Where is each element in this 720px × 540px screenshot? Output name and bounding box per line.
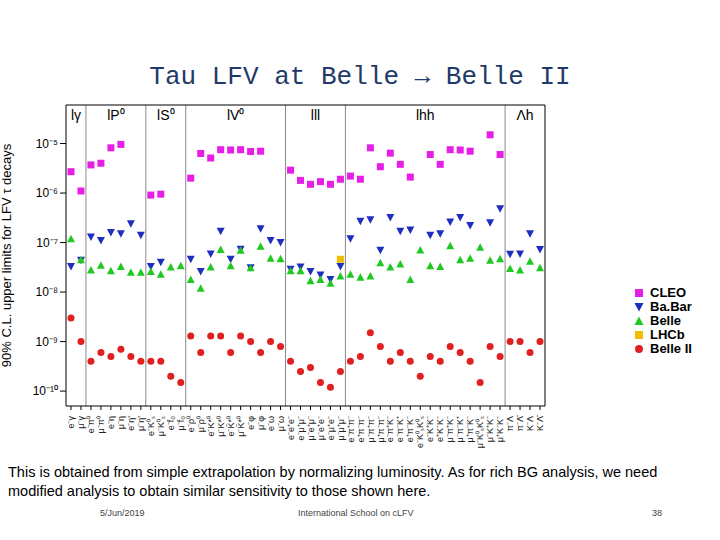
svg-text:e⁻K̄*⁰: e⁻K̄*⁰	[226, 416, 236, 437]
html-text:Ba.Bar: Ba.Bar	[650, 299, 692, 314]
svg-text:μ⁻φ: μ⁻φ	[256, 416, 266, 430]
svg-text:μ⁻η': μ⁻η'	[136, 416, 146, 431]
svg-text:lS⁰: lS⁰	[157, 107, 174, 123]
svg-text:e⁻ω: e⁻ω	[266, 416, 276, 431]
svg-text:e⁻K*⁰: e⁻K*⁰	[206, 416, 216, 437]
svg-text:μ⁻e⁺μ⁻: μ⁻e⁺μ⁻	[306, 416, 316, 440]
svg-text:e⁻η: e⁻η	[106, 416, 116, 429]
svg-text:e⁻f₀: e⁻f₀	[166, 416, 176, 431]
svg-text:90% C.L. upper limits for LFV: 90% C.L. upper limits for LFV τ decays	[8, 143, 14, 367]
svg-text:μ⁻K*⁰: μ⁻K*⁰	[216, 416, 226, 437]
svg-text:e⁻η': e⁻η'	[126, 416, 136, 431]
svg-text:10⁻⁹: 10⁻⁹	[36, 335, 59, 349]
svg-text:e⁻φ: e⁻φ	[246, 416, 256, 430]
html-text:LHCb: LHCb	[650, 327, 685, 342]
html-text:5/Jun/2019: 5/Jun/2019	[100, 508, 145, 518]
svg-text:μ⁺K⁻K⁻: μ⁺K⁻K⁻	[495, 416, 505, 442]
svg-text:e⁻ρ⁰: e⁻ρ⁰	[186, 416, 196, 432]
svg-text:μ⁻f₀: μ⁻f₀	[176, 416, 186, 431]
svg-text:e⁻K⁰ₛK⁰ₛ: e⁻K⁰ₛK⁰ₛ	[415, 416, 425, 448]
svg-text:μ⁻ρ⁰: μ⁻ρ⁰	[196, 416, 206, 432]
html-text:CLEO: CLEO	[650, 285, 687, 300]
svg-text:lV⁰: lV⁰	[227, 107, 244, 123]
svg-text:e⁻π⁺K⁻: e⁻π⁺K⁻	[385, 416, 395, 442]
svg-text:π⁻Λ̄: π⁻Λ̄	[515, 414, 525, 431]
svg-text:e⁺π⁻K⁻: e⁺π⁻K⁻	[405, 416, 415, 442]
html-text:Belle: Belle	[650, 313, 682, 328]
svg-text:μ⁻γ: μ⁻γ	[76, 416, 86, 429]
svg-text:K⁻Λ: K⁻Λ	[525, 416, 535, 431]
svg-text:μ⁻π⁰: μ⁻π⁰	[96, 416, 106, 433]
svg-text:e⁻π⁰: e⁻π⁰	[86, 416, 96, 433]
svg-text:lγ: lγ	[71, 107, 81, 123]
svg-text:π⁻Λ: π⁻Λ	[505, 416, 515, 431]
svg-text:e⁺π⁻π⁻: e⁺π⁻π⁻	[356, 416, 366, 442]
html-text:Tau LFV at Belle → Belle II: Tau LFV at Belle → Belle II	[149, 62, 571, 92]
svg-text:e⁻K⁺K⁻: e⁻K⁺K⁻	[425, 416, 435, 442]
svg-text:e⁻e⁺e⁻: e⁻e⁺e⁻	[286, 416, 296, 440]
svg-text:μ⁺π⁻K⁻: μ⁺π⁻K⁻	[465, 416, 475, 442]
svg-text:10⁻⁷: 10⁻⁷	[36, 236, 58, 250]
svg-text:lll: lll	[311, 107, 320, 123]
html-text:International School on cLFV: International School on cLFV	[298, 508, 414, 518]
svg-text:μ⁻e⁺e⁻: μ⁻e⁺e⁻	[316, 416, 326, 440]
svg-text:K⁻Λ̄: K⁻Λ̄	[535, 414, 545, 431]
svg-text:μ⁻π⁻K⁺: μ⁻π⁻K⁺	[455, 416, 465, 442]
svg-text:Λh: Λh	[516, 107, 533, 123]
svg-text:μ⁻η: μ⁻η	[116, 416, 126, 429]
svg-text:e⁻γ: e⁻γ	[66, 416, 76, 429]
svg-text:e⁻π⁺π⁻: e⁻π⁺π⁻	[346, 416, 356, 442]
svg-text:μ⁻K⁰ₛ: μ⁻K⁰ₛ	[156, 416, 166, 436]
svg-text:lhh: lhh	[416, 107, 435, 123]
svg-text:e⁻π⁻K⁺: e⁻π⁻K⁺	[395, 416, 405, 442]
svg-text:10⁻⁶: 10⁻⁶	[36, 186, 58, 200]
html-text:38: 38	[652, 508, 662, 518]
svg-text:μ⁻π⁺K⁻: μ⁻π⁺K⁻	[445, 416, 455, 442]
svg-text:e⁻μ⁺μ⁻: e⁻μ⁺μ⁻	[296, 416, 306, 440]
svg-text:10⁻⁸: 10⁻⁸	[36, 285, 58, 299]
svg-text:μ⁻π⁺π⁻: μ⁻π⁺π⁻	[366, 416, 376, 443]
svg-text:μ⁺π⁻π⁻: μ⁺π⁻π⁻	[375, 416, 385, 443]
html-text:This is obtained from simple e: This is obtained from simple extrapolati…	[8, 464, 658, 499]
svg-text:μ⁻ω: μ⁻ω	[276, 416, 286, 431]
svg-text:e⁻K⁰ₛ: e⁻K⁰ₛ	[146, 416, 156, 436]
svg-text:e⁺K⁻K⁻: e⁺K⁻K⁻	[435, 416, 445, 442]
svg-text:μ⁻K̄*⁰: μ⁻K̄*⁰	[236, 416, 246, 437]
svg-text:10⁻¹⁰: 10⁻¹⁰	[33, 384, 58, 398]
svg-text:μ⁻K⁰ₛK⁰ₛ: μ⁻K⁰ₛK⁰ₛ	[475, 416, 485, 448]
svg-text:lP⁰: lP⁰	[107, 107, 124, 123]
svg-text:10⁻⁵: 10⁻⁵	[36, 137, 58, 151]
html-text:Belle II: Belle II	[650, 341, 692, 356]
svg-text:e⁻μ⁺e⁻: e⁻μ⁺e⁻	[326, 416, 336, 440]
svg-text:μ⁻K⁺K⁻: μ⁻K⁺K⁻	[485, 416, 495, 442]
svg-text:μ⁻μ⁺μ⁻: μ⁻μ⁺μ⁻	[336, 416, 346, 441]
